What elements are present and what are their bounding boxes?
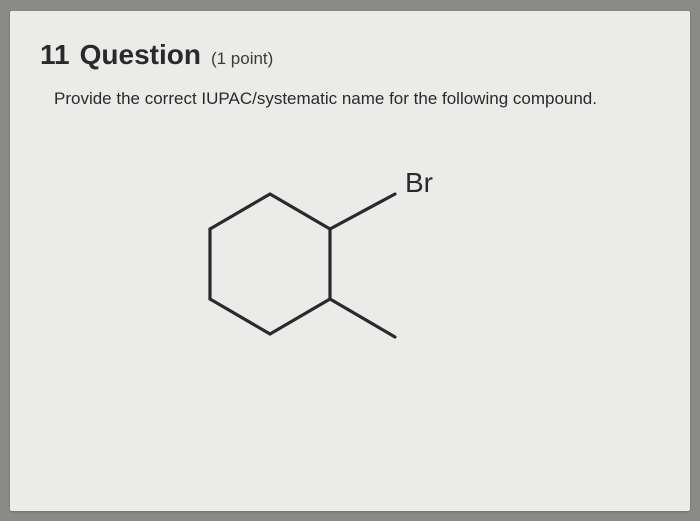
bromine-label: Br bbox=[405, 167, 433, 199]
question-prompt: Provide the correct IUPAC/systematic nam… bbox=[54, 89, 660, 109]
question-number: 11 bbox=[40, 39, 70, 71]
question-label: Question bbox=[80, 39, 201, 71]
question-header: 11 Question (1 point) bbox=[40, 39, 660, 71]
question-points: (1 point) bbox=[211, 49, 273, 69]
question-card: 11 Question (1 point) Provide the correc… bbox=[10, 11, 690, 511]
chemical-structure: Br bbox=[40, 139, 660, 459]
